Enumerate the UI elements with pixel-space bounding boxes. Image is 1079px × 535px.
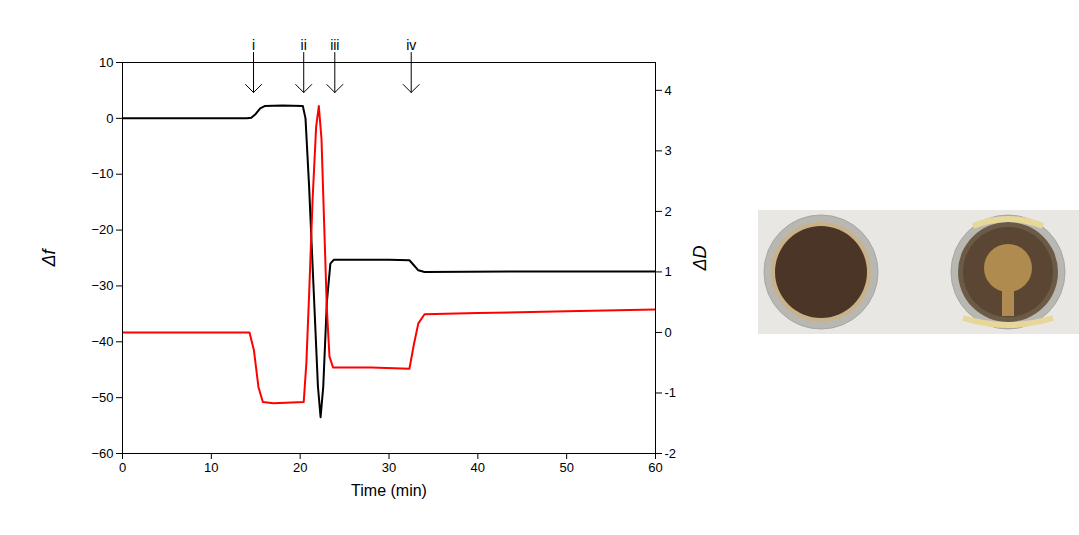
svg-text:iv: iv xyxy=(406,37,416,53)
svg-text:Time (min): Time (min) xyxy=(351,482,427,499)
svg-text:iii: iii xyxy=(330,37,339,53)
svg-text:10: 10 xyxy=(99,55,113,70)
svg-text:30: 30 xyxy=(382,460,396,475)
svg-text:1: 1 xyxy=(665,264,672,279)
svg-text:20: 20 xyxy=(293,460,307,475)
svg-text:60: 60 xyxy=(648,460,662,475)
svg-text:ii: ii xyxy=(301,37,307,53)
svg-text:4: 4 xyxy=(665,83,672,98)
svg-text:i: i xyxy=(252,37,255,53)
svg-text:ΔD: ΔD xyxy=(690,245,710,271)
svg-text:2: 2 xyxy=(665,204,672,219)
svg-text:50: 50 xyxy=(559,460,573,475)
svg-text:−20: −20 xyxy=(91,222,113,237)
svg-text:-2: -2 xyxy=(665,446,677,461)
svg-text:Δf: Δf xyxy=(39,247,59,267)
svg-text:0: 0 xyxy=(119,460,126,475)
svg-text:−10: −10 xyxy=(91,166,113,181)
svg-text:-1: -1 xyxy=(665,385,677,400)
svg-text:10: 10 xyxy=(204,460,218,475)
svg-text:3: 3 xyxy=(665,143,672,158)
svg-text:40: 40 xyxy=(471,460,485,475)
svg-text:0: 0 xyxy=(106,111,113,126)
svg-text:−50: −50 xyxy=(91,390,113,405)
svg-text:−40: −40 xyxy=(91,334,113,349)
svg-text:−60: −60 xyxy=(91,446,113,461)
svg-text:−30: −30 xyxy=(91,278,113,293)
svg-text:0: 0 xyxy=(665,325,672,340)
